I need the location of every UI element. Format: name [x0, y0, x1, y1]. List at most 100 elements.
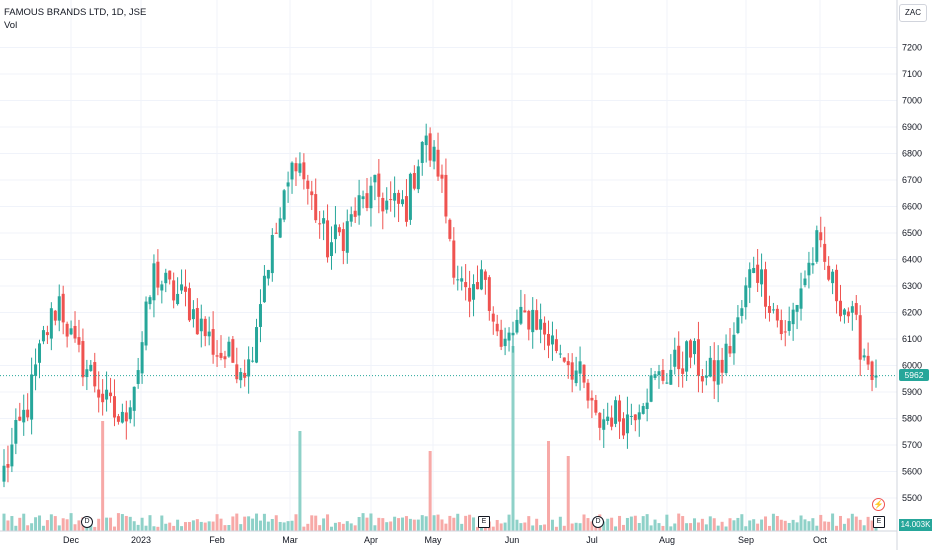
earnings-marker[interactable]: E	[478, 516, 490, 528]
candle-body	[329, 242, 333, 257]
candle-body	[61, 293, 65, 323]
x-tick-label: May	[424, 535, 442, 545]
candle-body	[850, 306, 854, 313]
candle-body	[448, 219, 452, 239]
volume-bar	[152, 526, 156, 531]
y-tick-label: 6600	[902, 202, 922, 212]
candle-body	[531, 309, 535, 333]
dividend-marker[interactable]: D	[592, 516, 604, 528]
candle-body	[436, 149, 440, 177]
volume-bar	[231, 516, 235, 531]
candle-body	[243, 372, 247, 378]
candle-body	[625, 414, 629, 434]
candle-body	[677, 345, 681, 370]
volume-bar	[511, 346, 515, 531]
volume-bar	[760, 519, 764, 531]
volume-bar	[22, 513, 26, 531]
x-tick-label: Jul	[586, 535, 598, 545]
candle-body	[101, 393, 105, 403]
candle-body	[184, 286, 188, 292]
volume-bar	[716, 525, 720, 531]
dividend-marker[interactable]: D	[81, 516, 93, 528]
candle-body	[570, 362, 574, 380]
x-tick-label: 2023	[131, 535, 151, 545]
candle-body	[807, 262, 811, 276]
volume-bar	[61, 518, 65, 531]
volume-bar	[101, 421, 105, 531]
volume-bar	[815, 525, 819, 531]
candle-body	[144, 301, 148, 346]
volume-bar	[838, 515, 842, 531]
volume-bar	[160, 515, 164, 531]
candle-body	[357, 195, 361, 216]
candle-body	[191, 309, 195, 320]
candle-body	[681, 368, 685, 374]
chart-title: FAMOUS BRANDS LTD, 1D, JSE	[4, 7, 147, 18]
currency-button[interactable]: ZAC	[899, 4, 927, 22]
volume-value-tag: 14.003K	[899, 519, 932, 531]
volume-bar	[618, 515, 622, 531]
candle-body	[858, 315, 862, 360]
candle-body	[239, 372, 243, 381]
volume-bar	[404, 516, 408, 531]
volume-bar	[472, 517, 476, 531]
chart-grid	[0, 0, 897, 531]
volume-bar	[562, 525, 566, 531]
volume-bar	[428, 451, 432, 531]
candle-body	[456, 279, 460, 281]
volume-bar	[227, 525, 231, 531]
candle-body	[503, 338, 507, 347]
volume-bar	[756, 523, 760, 531]
volume-bar	[633, 515, 637, 531]
candle-body	[767, 306, 771, 313]
volume-bar	[823, 521, 827, 531]
volume-bar	[282, 522, 286, 531]
volume-bar	[318, 525, 322, 531]
candle-body	[803, 278, 807, 286]
volume-bar	[105, 517, 109, 531]
candle-body	[397, 192, 401, 204]
candle-body	[507, 332, 511, 341]
candle-body	[97, 389, 101, 398]
volume-bar	[649, 525, 653, 531]
candle-body	[594, 400, 598, 413]
x-tick-label: Apr	[364, 535, 378, 545]
candle-body	[168, 270, 172, 280]
candle-body	[247, 359, 251, 377]
volume-bar	[629, 516, 633, 531]
candle-body	[452, 240, 456, 278]
volume-bar	[262, 513, 266, 531]
y-tick-label: 5700	[902, 440, 922, 450]
candle-body	[724, 343, 728, 374]
split-icon[interactable]: ⚡	[872, 498, 885, 511]
volume-bar	[862, 525, 866, 531]
volume-bar	[519, 523, 523, 531]
candle-body	[77, 337, 81, 345]
candle-body	[685, 341, 689, 372]
candle-body	[318, 223, 322, 225]
candle-body	[558, 353, 562, 355]
candle-body	[49, 308, 53, 339]
candle-body	[18, 416, 22, 421]
volume-bar	[278, 521, 282, 531]
volume-bar	[637, 522, 641, 531]
volume-bar	[38, 515, 42, 531]
volume-bar	[144, 525, 148, 531]
candle-body	[614, 400, 618, 424]
earnings-marker[interactable]: E	[873, 516, 885, 528]
candle-body	[207, 331, 211, 337]
volume-bar	[49, 514, 53, 531]
candle-body	[610, 417, 614, 427]
candle-body	[432, 146, 436, 162]
candle-body	[57, 296, 61, 321]
candle-body	[223, 356, 227, 360]
candle-body	[720, 359, 724, 373]
volume-bars	[2, 346, 878, 531]
volume-bar	[736, 517, 740, 531]
volume-bar	[621, 524, 625, 531]
volume-bar	[550, 519, 554, 531]
candle-body	[282, 190, 286, 220]
volume-bar	[689, 523, 693, 531]
volume-bar	[791, 519, 795, 531]
